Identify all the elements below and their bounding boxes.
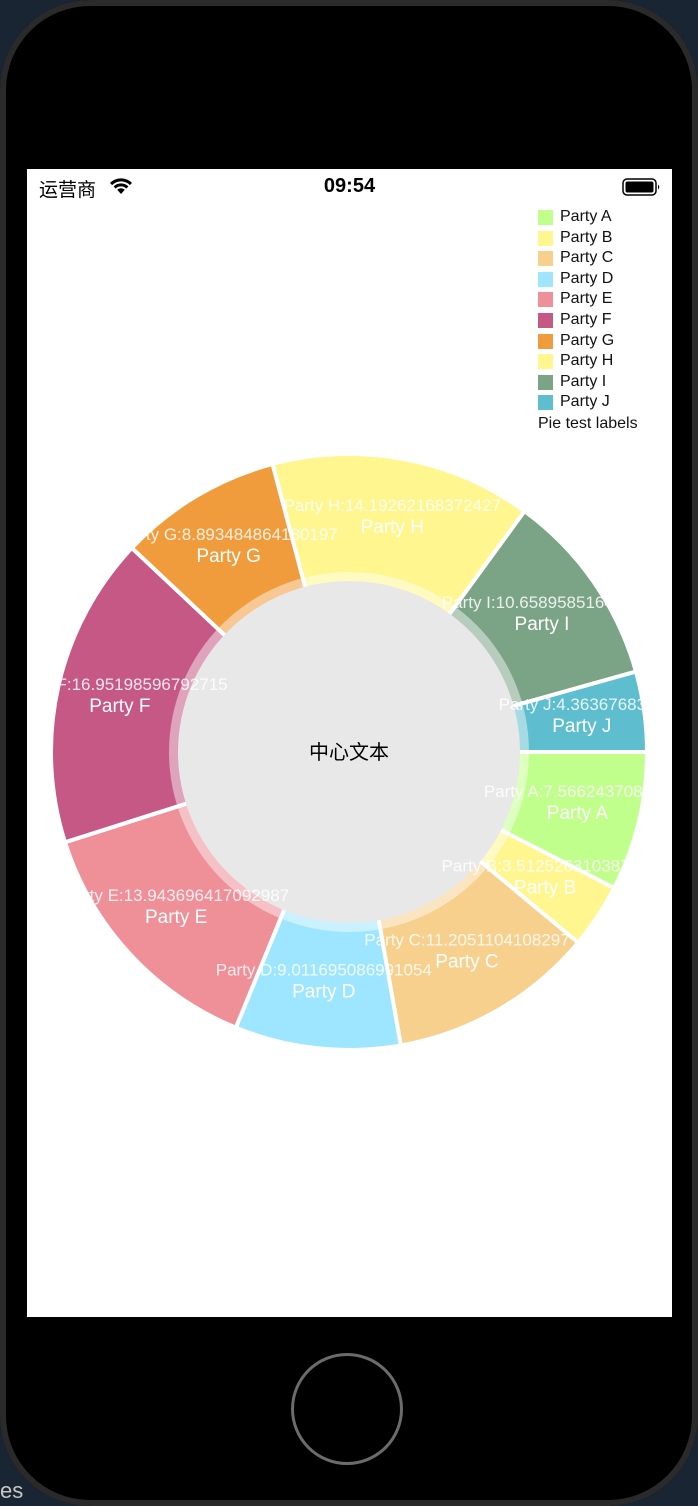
slice-value-label: Party A:7.566243708018: [484, 782, 671, 801]
donut-hole: [178, 581, 520, 923]
pie-labels: Party A:7.566243708018 Party A Party B:3.5…: [27, 496, 671, 1003]
slice-value-label: Party G:8.893484864180197: [119, 525, 337, 544]
slice-name-label: Party G: [196, 546, 260, 567]
wifi-icon: [109, 177, 133, 200]
legend-label: Party J: [560, 393, 610, 411]
legend-label: Party B: [560, 228, 613, 246]
legend-item[interactable]: Party E: [538, 289, 638, 310]
status-bar: 运营商 09:54: [27, 169, 672, 205]
battery-icon: [622, 177, 662, 202]
legend-item[interactable]: Party A: [538, 207, 638, 228]
legend-swatch: [538, 395, 553, 411]
legend-swatch: [538, 333, 553, 349]
legend-item[interactable]: Party G: [538, 331, 638, 352]
slice-value-label: Party I:10.6589585164574: [442, 593, 642, 612]
legend-label: Party E: [560, 290, 613, 308]
slice-value-label: Party D:9.011695086991054: [216, 961, 432, 980]
legend-item[interactable]: Party C: [538, 248, 638, 269]
slice-value-label: Party F:16.95198596792715: [27, 675, 228, 694]
slice-value-label: Party J:4.3636768343: [499, 695, 665, 714]
slice-value-label: Party E:13.943696417092987: [63, 886, 289, 905]
legend-swatch: [538, 210, 553, 225]
slice-name-label: Party I: [515, 614, 570, 635]
legend-label: Party I: [560, 372, 607, 390]
legend-item[interactable]: Party B: [538, 228, 638, 249]
legend-swatch: [538, 292, 553, 308]
slice-name-label: Party J: [552, 716, 611, 737]
bezel-edge-text: es: [0, 1478, 24, 1503]
legend-label: Party F: [560, 310, 612, 328]
legend-swatch: [538, 312, 553, 328]
home-button[interactable]: [291, 1353, 403, 1465]
legend-label: Party D: [560, 269, 614, 287]
legend-label: Party G: [560, 331, 615, 349]
slice-name-label: Party C: [435, 951, 498, 972]
slice-value-label: Party H:14.19262168372427: [284, 496, 501, 515]
carrier-label: 运营商: [39, 180, 97, 201]
legend-item[interactable]: Party D: [538, 269, 638, 290]
slice-value-label: Party C:11.2051104108297: [364, 930, 569, 949]
legend-item[interactable]: Party J: [538, 392, 638, 413]
pie-chart: Party A:7.566243708018 Party A Party B:3.5…: [27, 452, 671, 1052]
legend-swatch: [538, 374, 553, 390]
slice-name-label: Party F: [89, 696, 150, 717]
legend-item[interactable]: Party H: [538, 351, 638, 372]
legend-swatch: [538, 251, 553, 267]
legend-swatch: [538, 230, 553, 246]
center-text: 中心文本: [309, 740, 389, 764]
chart-description: Pie test labels: [538, 414, 638, 432]
chart-legend: Party A Party B Party C Party D Party E Party…: [538, 207, 638, 434]
legend-item[interactable]: Party F: [538, 310, 638, 331]
slice-name-label: Party A: [547, 803, 609, 824]
slice-name-label: Party B: [514, 878, 576, 899]
slice-name-label: Party E: [145, 907, 207, 928]
legend-item[interactable]: Party I: [538, 372, 638, 393]
slice-name-label: Party H: [361, 517, 424, 538]
status-time: 09:54: [323, 175, 376, 197]
legend-label: Party C: [560, 249, 614, 267]
legend-label: Party H: [560, 352, 614, 370]
legend-swatch: [538, 271, 553, 287]
legend-swatch: [538, 354, 553, 370]
legend-label: Party A: [560, 208, 612, 225]
slice-name-label: Party D: [292, 982, 355, 1003]
slice-value-label: Party B:3.51252631038749: [442, 857, 649, 876]
